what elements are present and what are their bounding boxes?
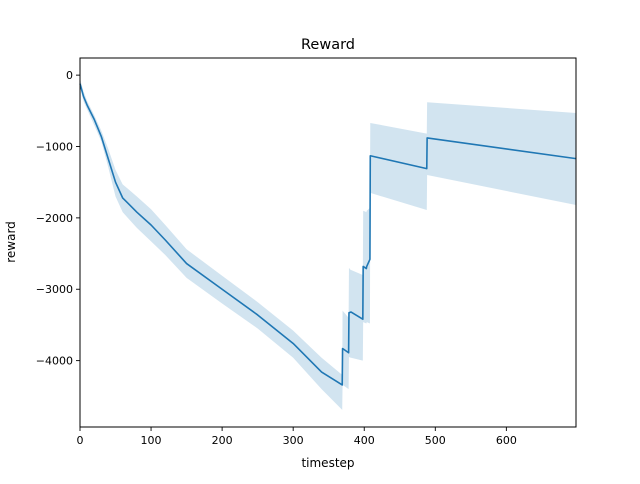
y-axis-label: reward xyxy=(4,221,18,263)
y-tick-label: −1000 xyxy=(36,141,73,154)
x-tick-label: 500 xyxy=(425,434,446,447)
reward-line xyxy=(79,83,577,386)
series-line-layer xyxy=(79,83,577,386)
x-tick-label: 100 xyxy=(141,434,162,447)
plot-area-frame xyxy=(79,57,577,428)
x-tick-label: 200 xyxy=(212,434,233,447)
x-axis-label: timestep xyxy=(301,456,354,470)
x-tick-label: 600 xyxy=(496,434,517,447)
chart-title: Reward xyxy=(301,37,355,53)
x-tick-label: 400 xyxy=(354,434,375,447)
x-axis-ticks: 0 100 200 300 400 500 600 xyxy=(77,427,517,447)
y-axis-ticks: 0 −1000 −2000 −3000 −4000 xyxy=(36,69,80,368)
y-tick-label: 0 xyxy=(66,69,73,82)
y-tick-label: −4000 xyxy=(36,355,73,368)
confidence-band xyxy=(80,78,576,410)
y-tick-label: −3000 xyxy=(36,283,73,296)
y-tick-label: −2000 xyxy=(36,212,73,225)
x-tick-label: 300 xyxy=(283,434,304,447)
x-tick-label: 0 xyxy=(77,434,84,447)
confidence-band-layer xyxy=(80,78,576,410)
